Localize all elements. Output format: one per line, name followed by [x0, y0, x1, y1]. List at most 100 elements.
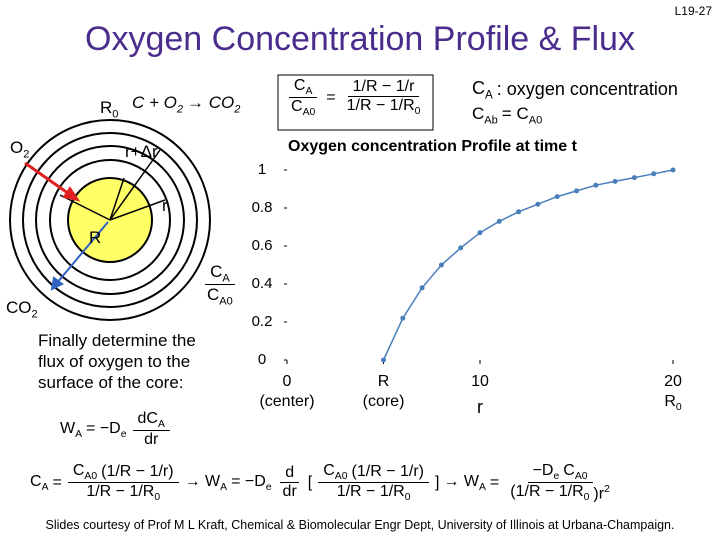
- equation-box: [277, 74, 434, 131]
- denominator: dr: [278, 483, 302, 501]
- x-tick-sublabel: (core): [324, 393, 444, 411]
- term: =: [326, 89, 335, 107]
- term: CA0: [291, 98, 315, 118]
- x-tick-label: R: [378, 373, 390, 390]
- term-text: r+Δr: [125, 142, 158, 161]
- fraction: 1/R − 1/r 1/R − 1/R0: [342, 78, 426, 117]
- term: =: [490, 474, 499, 492]
- equation: 1/R − 1/R0: [84, 483, 162, 503]
- term-text: C: [323, 462, 335, 479]
- particle-diagram: [9, 119, 211, 321]
- term-text: = C: [501, 104, 529, 123]
- term: r+Δr: [125, 142, 158, 162]
- term: )r2: [593, 484, 609, 503]
- term-text: 1/R − 1/R: [86, 483, 155, 501]
- term-text: C: [291, 98, 303, 116]
- x-tick-label: 20: [664, 373, 682, 390]
- slide-number: L19-27: [674, 4, 712, 18]
- subscript: A: [157, 419, 165, 431]
- term: ]: [435, 474, 439, 492]
- oxygen-arrow: [24, 161, 73, 198]
- subscript: 0: [404, 492, 411, 504]
- term: CA0: [563, 462, 587, 482]
- data-point: [651, 171, 657, 177]
- term: 1/R − 1/R0: [86, 483, 160, 503]
- superscript: 2: [604, 483, 610, 495]
- term-text: R: [89, 228, 102, 247]
- term: = −De: [231, 473, 271, 493]
- subscript: A: [75, 428, 83, 440]
- subscript: A0: [528, 114, 543, 127]
- equation: 1/R − 1/r: [351, 78, 417, 96]
- subscript: A: [222, 272, 230, 285]
- term-text: R: [100, 98, 113, 117]
- flux-equation: WA = −De dCA dr: [58, 410, 174, 449]
- term-text: r: [162, 196, 168, 215]
- subscript: 2: [176, 103, 184, 116]
- denominator: 1/R − 1/R0: [332, 483, 416, 503]
- equation: CA0: [205, 285, 235, 307]
- numerator: CA: [205, 262, 235, 286]
- data-point: [419, 285, 425, 291]
- term-text: → W: [184, 472, 221, 490]
- derivation-equation: CA = CA0 (1/R − 1/r) 1/R − 1/R0 → WA = −De d dr[…: [28, 462, 619, 503]
- subscript: 2: [23, 148, 30, 161]
- diagram-label: O2: [8, 138, 31, 160]
- subscript: 0: [414, 106, 421, 118]
- term-text: C: [72, 462, 85, 479]
- equation: (core): [361, 393, 407, 411]
- term: : oxygen concentration: [497, 79, 678, 100]
- equation: C + O2 → CO2: [130, 93, 242, 115]
- subscript: A: [41, 481, 49, 493]
- term: −De: [533, 462, 560, 482]
- term-text: → W: [443, 472, 479, 490]
- equation: 1/R − 1/R0: [335, 483, 413, 503]
- equation: CA = CA0 (1/R − 1/r) 1/R − 1/R0 → WA = −De d dr[…: [28, 462, 619, 503]
- denominator: 1/R − 1/R0: [81, 483, 165, 503]
- radius-line: [109, 149, 161, 221]
- subscript: Ab: [484, 114, 498, 127]
- arrowhead: [62, 186, 81, 202]
- term-text: d: [285, 464, 295, 482]
- numerator: d: [280, 464, 300, 484]
- term: → WA: [443, 473, 485, 493]
- equation: O2: [8, 138, 31, 160]
- term: =: [53, 474, 62, 492]
- data-point: [554, 194, 560, 200]
- term: CA0: [207, 285, 233, 307]
- x-tick-sublabel: (center): [227, 393, 347, 411]
- fraction: −De CA0 (1/R − 1/R0)r2: [505, 462, 615, 503]
- equation: R0: [662, 393, 683, 413]
- data-point: [381, 357, 386, 363]
- shell-circle: [22, 132, 198, 308]
- y-tick-label: 1: [258, 161, 266, 178]
- term-text: −D: [532, 462, 554, 479]
- equation: dr: [281, 483, 299, 501]
- term: WA: [60, 420, 82, 440]
- term-text: : oxygen concentration: [496, 79, 678, 100]
- equation: CA: [208, 262, 232, 284]
- definition: CAb = CA0: [470, 104, 544, 126]
- denominator: 1/R − 1/R0: [342, 97, 426, 117]
- diagram-label: CO2: [4, 298, 40, 320]
- subscript: A0: [219, 295, 233, 308]
- equation: R0: [98, 98, 120, 120]
- subscript: 0: [675, 402, 682, 414]
- term: (1/R − 1/r): [101, 463, 173, 481]
- radius-line: [59, 194, 111, 221]
- term-text: C: [207, 285, 220, 305]
- term: CA: [294, 77, 313, 97]
- term-text: C + O: [132, 93, 177, 112]
- subscript: A0: [574, 471, 588, 483]
- equation: R: [87, 228, 103, 248]
- shell-circle: [49, 159, 171, 281]
- term: dr: [144, 431, 158, 449]
- data-point: [593, 182, 599, 188]
- equation: r+Δr: [123, 142, 160, 162]
- subscript: A: [485, 88, 493, 102]
- term: (1/R − 1/R0: [510, 483, 589, 503]
- term-text: → CO: [187, 93, 235, 112]
- term-text: =: [52, 473, 62, 491]
- term: R0: [100, 98, 118, 120]
- term: [: [308, 474, 312, 492]
